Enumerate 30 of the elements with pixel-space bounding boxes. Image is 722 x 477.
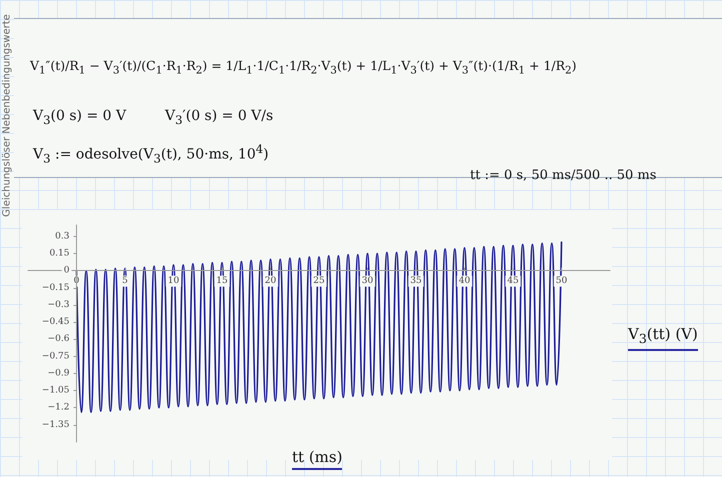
x-tick-label: 50 (556, 276, 568, 286)
y-tick-label: 0.15 (49, 248, 70, 259)
x-tick-label: 20 (264, 276, 276, 286)
text: Gleichungslöser Nebenbedingungswerte (2, 13, 12, 219)
y-tick-label: 0 (64, 266, 70, 276)
x-tick-label: 45 (507, 276, 519, 286)
x-tick-label: 15 (216, 276, 228, 286)
y-tick-label: −0.9 (48, 368, 70, 378)
y-tick-label: −1.05 (42, 386, 70, 396)
y-tick-label: −0.75 (42, 351, 70, 362)
y-tick-label: −1.35 (42, 420, 70, 430)
x-tick-label: 30 (362, 276, 374, 286)
y-tick-label: 0.3 (55, 231, 70, 242)
x-tick-label: 5 (122, 276, 128, 286)
x-tick-label: 10 (168, 276, 180, 286)
y-tick-label: −1.2 (48, 402, 70, 413)
text: V$_{3}$′(0 s) = 0 V/s (165, 108, 274, 127)
x-tick-label: 35 (410, 276, 422, 286)
y-tick-label: −0.6 (48, 334, 70, 344)
y-tick-label: −0.45 (42, 317, 70, 328)
text: V$_{1}$″(t)/R$_{1}$ − V$_{3}$′(t)/(C$_{1}$·R$_{1}$·R$_{2}$) = 1/L$_{1}$·1/C$_{1}$·1/R$_{2}$·V$_{3}$(t) + 1/L$_{1}$·V$_{3}$′(t) + V$_{3}$″(t)·(1/R$_{1}$ + 1/R$_{2}$) (30, 58, 577, 76)
x-axis-title: tt (ms) (292, 448, 342, 470)
x-tick-label: 40 (458, 276, 470, 286)
y-axis-title: V$_{3}$(tt) (V) (628, 325, 698, 351)
y-tick-label: −0.15 (42, 282, 70, 293)
x-tick-label: 25 (313, 276, 325, 286)
text: tt := 0 s, 50 ms/500 .. 50 ms (470, 168, 656, 183)
text: V$_{3}$(0 s) = 0 V (33, 108, 126, 127)
y-tick-label: −0.3 (48, 300, 70, 310)
text: V$_{3}$ := odesolve(V$_{3}$(t), 50·ms, 10$^{4}$) (33, 142, 269, 166)
